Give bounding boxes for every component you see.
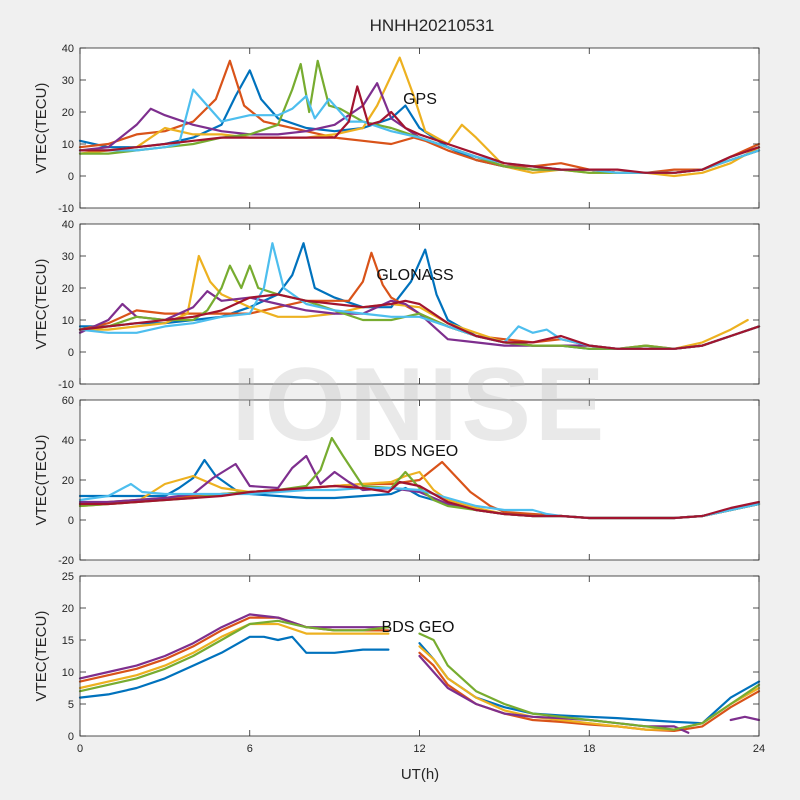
y-axis-label: VTEC(TECU): [33, 435, 50, 526]
panel-title: GLONASS: [376, 267, 453, 284]
y-axis-label: VTEC(TECU): [33, 259, 50, 350]
y-tick-label: 10: [62, 315, 74, 327]
y-tick-label: 0: [68, 515, 74, 527]
y-tick-label: 60: [62, 395, 74, 407]
series-line-5: [78, 619, 761, 731]
x-tick-label: 6: [247, 743, 253, 755]
panel-title: BDS NGEO: [374, 443, 458, 460]
y-tick-label: -20: [58, 555, 74, 567]
series-line-7: [78, 293, 761, 350]
y-tick-label: 10: [62, 667, 74, 679]
y-tick-label: 20: [62, 603, 74, 615]
series-line-7: [78, 480, 761, 520]
y-tick-label: 40: [62, 219, 74, 231]
y-tick-label: 30: [62, 251, 74, 263]
series-line-6: [78, 88, 761, 174]
figure-title: HNHH20210531: [370, 16, 495, 35]
y-tick-label: 20: [62, 283, 74, 295]
bds-geo-panel: 0 5 10 15 20 25 0 6 12 18 24 VTEC(TECU) BDS GEO: [33, 571, 765, 755]
x-tick-label: 24: [753, 743, 765, 755]
bds-ngeo-panel: -20 0 20 40 60 VTEC(TECU) BDS NGEO: [33, 395, 761, 567]
y-tick-label: 15: [62, 635, 74, 647]
x-tick-label: 0: [77, 743, 83, 755]
y-tick-label: -10: [58, 379, 74, 391]
y-axis-label: VTEC(TECU): [33, 83, 50, 174]
y-tick-label: 10: [62, 139, 74, 151]
y-tick-label: 25: [62, 571, 74, 583]
y-tick-label: -10: [58, 203, 74, 215]
x-axis-label: UT(h): [401, 766, 439, 783]
y-axis-label: VTEC(TECU): [33, 611, 50, 702]
y-tick-label: 0: [68, 347, 74, 359]
panel-title: BDS GEO: [382, 619, 455, 636]
y-tick-label: 20: [62, 107, 74, 119]
glonass-panel: -10 0 10 20 30 40 VTEC(TECU) GLONASS: [33, 219, 761, 391]
y-tick-label: 40: [62, 435, 74, 447]
y-tick-label: 20: [62, 475, 74, 487]
x-tick-label: 12: [413, 743, 425, 755]
y-tick-label: 5: [68, 699, 74, 711]
panel-title: GPS: [403, 91, 437, 108]
y-tick-label: 0: [68, 171, 74, 183]
y-tick-label: 40: [62, 43, 74, 55]
y-tick-label: 0: [68, 731, 74, 743]
x-tick-label: 18: [583, 743, 595, 755]
series-line-7: [78, 85, 761, 174]
watermark: IONISE: [232, 347, 609, 463]
gps-panel: -10 0 10 20 30 40 VTEC(TECU) GPS: [33, 43, 761, 215]
y-tick-label: 30: [62, 75, 74, 87]
